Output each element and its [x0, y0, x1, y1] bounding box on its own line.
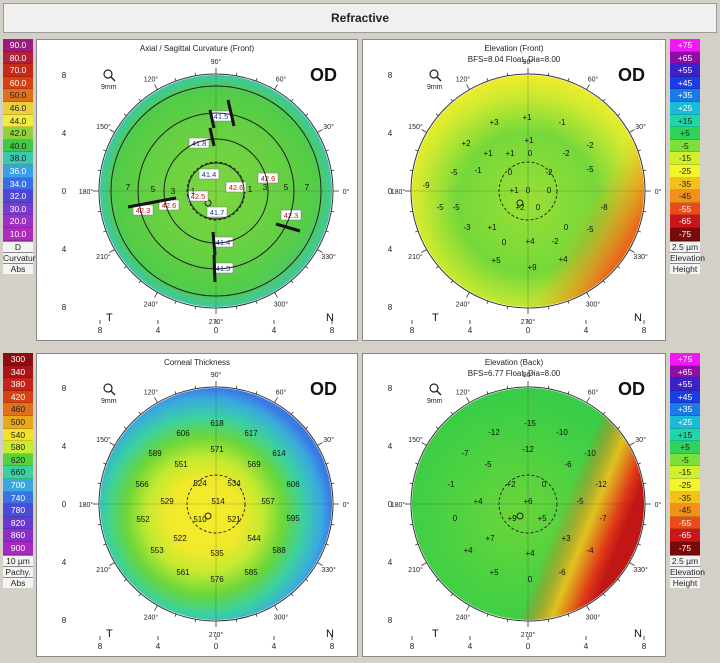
- pachy-scale-value: 460: [3, 403, 33, 416]
- elevation-back-scale-value: -65: [670, 529, 700, 542]
- elevation-front-scale-value: +65: [670, 51, 700, 65]
- pachy-scale-value: 500: [3, 415, 33, 429]
- elevation-front-scale-value: -75: [670, 227, 700, 241]
- pachy-scale-value: 620: [3, 453, 33, 467]
- elevation-back-scale-value: -5: [670, 453, 700, 467]
- elevation-back-scale-value: +35: [670, 403, 700, 416]
- curvature-scale-value: 46.0: [3, 101, 33, 115]
- curvature-scale-value: 20.0: [3, 215, 33, 228]
- elevation-back-scale-value: +55: [670, 378, 700, 391]
- pachy-scale-value: 380: [3, 378, 33, 391]
- curvature-scale-value: 38.0: [3, 152, 33, 165]
- window-header: Refractive: [3, 3, 717, 33]
- pachy-scale-value: 780: [3, 504, 33, 517]
- curvature-scale-value: 44.0: [3, 114, 33, 128]
- pachy-scale-value: 740: [3, 491, 33, 505]
- pachy-scale-value: 580: [3, 441, 33, 454]
- elevation-back-scale-value: -55: [670, 516, 700, 530]
- elevation-front-scale-value: +45: [670, 76, 700, 90]
- pachy-scale-value: 340: [3, 365, 33, 379]
- corneal-thickness-map-panel[interactable]: [36, 353, 358, 657]
- elevation-back-scale-unit: 2.5 µm: [670, 554, 700, 566]
- elevation-front-scale-value: +5: [670, 127, 700, 140]
- elevation-front-scale-label: Elevation: [670, 251, 705, 263]
- elevation-back-scale-value: +75: [670, 353, 700, 366]
- curvature-scale-value: 90.0: [3, 39, 33, 52]
- curvature-scale-value: 36.0: [3, 164, 33, 178]
- pachy-scale-value: 540: [3, 428, 33, 442]
- curvature-scale-value: 34.0: [3, 177, 33, 191]
- pachy-scale-value: 660: [3, 466, 33, 479]
- curvature-scale-value: 60.0: [3, 76, 33, 90]
- elevation-front-scale-value: +25: [670, 101, 700, 115]
- elevation-back-scale-value: -45: [670, 504, 700, 517]
- curvature-scale-value: 32.0: [3, 190, 33, 203]
- elevation-front-scale-label: Height: [670, 262, 700, 274]
- elevation-front-scale-value: +35: [670, 89, 700, 102]
- elevation-back-scale-value: -15: [670, 466, 700, 479]
- pachy-scale-value: 900: [3, 541, 33, 555]
- elevation-back-scale-value: +25: [670, 415, 700, 429]
- elevation-front-scale-value: -35: [670, 177, 700, 191]
- elevation-front-scale-value: -65: [670, 215, 700, 228]
- pachy-scale-unit: 10 µm: [3, 554, 33, 566]
- elevation-front-scale-value: -45: [670, 190, 700, 203]
- curvature-scale-value: 50.0: [3, 89, 33, 102]
- curvature-scale-value: 30.0: [3, 202, 33, 216]
- elevation-back-scale-label: Height: [670, 576, 700, 588]
- elevation-back-scale-value: +45: [670, 390, 700, 404]
- curvature-scale-label: Curvature: [3, 251, 41, 263]
- elevation-back-map-panel[interactable]: [362, 353, 666, 657]
- window-title: Refractive: [330, 11, 390, 25]
- elevation-front-scale-value: -25: [670, 164, 700, 178]
- pachy-scale-value: 860: [3, 529, 33, 542]
- elevation-back-scale-label: Elevation: [670, 565, 705, 577]
- elevation-back-scale-value: -25: [670, 478, 700, 492]
- elevation-back-scale-value: -35: [670, 491, 700, 505]
- pachy-scale-value: 700: [3, 478, 33, 492]
- elevation-front-color-scale: +75 +65 +55 +45 +35 +25 +15 +5 -5 -15 -25 -35 -45 -55…: [670, 39, 705, 274]
- elevation-back-scale-value: -75: [670, 541, 700, 555]
- elevation-back-scale-value: +15: [670, 428, 700, 442]
- elevation-front-scale-value: -55: [670, 202, 700, 216]
- elevation-front-scale-value: -5: [670, 139, 700, 153]
- curvature-map-panel[interactable]: [36, 39, 358, 341]
- elevation-back-scale-value: +5: [670, 441, 700, 454]
- elevation-front-scale-value: +55: [670, 64, 700, 77]
- curvature-scale-value: 80.0: [3, 51, 33, 65]
- pachy-scale-value: 820: [3, 516, 33, 530]
- curvature-color-scale: 90.0 80.0 70.0 60.0 50.0 46.0 44.0 42.0 40.0 38.0…: [3, 39, 41, 274]
- curvature-scale-value: 10.0: [3, 227, 33, 241]
- elevation-front-map-panel[interactable]: [362, 39, 666, 341]
- elevation-front-scale-unit: 2.5 µm: [670, 240, 700, 252]
- elevation-front-scale-value: +15: [670, 114, 700, 128]
- pachy-scale-label: Abs: [3, 576, 33, 588]
- curvature-scale-label: Abs: [3, 262, 33, 274]
- curvature-scale-value: 40.0: [3, 139, 33, 153]
- pachy-scale-label: Pachy.: [3, 565, 33, 577]
- elevation-back-color-scale: +75 +65 +55 +45 +35 +25 +15 +5 -5 -15 -25 -35 -45 -55…: [670, 353, 705, 588]
- pachy-scale-value: 420: [3, 390, 33, 404]
- elevation-front-scale-value: +75: [670, 39, 700, 52]
- pachymetry-color-scale: 300 340 380 420 460 500 540 580 620 660 700 740 780 8…: [3, 353, 33, 588]
- pachy-scale-value: 300: [3, 353, 33, 366]
- curvature-scale-unit: D: [3, 240, 33, 252]
- elevation-front-scale-value: -15: [670, 152, 700, 165]
- curvature-scale-value: 70.0: [3, 64, 33, 77]
- elevation-back-scale-value: +65: [670, 365, 700, 379]
- curvature-scale-value: 42.0: [3, 127, 33, 140]
